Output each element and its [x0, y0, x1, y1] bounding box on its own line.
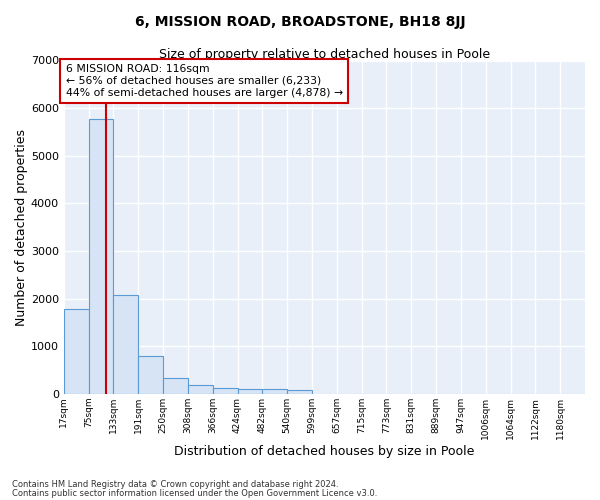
Bar	[138, 356, 163, 394]
Bar	[113, 295, 138, 394]
Bar	[287, 390, 312, 394]
Bar	[188, 385, 212, 394]
Bar	[262, 390, 287, 394]
X-axis label: Distribution of detached houses by size in Poole: Distribution of detached houses by size …	[174, 444, 475, 458]
Bar	[64, 309, 89, 394]
Bar	[212, 388, 238, 394]
Text: Contains HM Land Registry data © Crown copyright and database right 2024.: Contains HM Land Registry data © Crown c…	[12, 480, 338, 489]
Text: Contains public sector information licensed under the Open Government Licence v3: Contains public sector information licen…	[12, 488, 377, 498]
Bar	[163, 378, 188, 394]
Title: Size of property relative to detached houses in Poole: Size of property relative to detached ho…	[159, 48, 490, 60]
Text: 6 MISSION ROAD: 116sqm
← 56% of detached houses are smaller (6,233)
44% of semi-: 6 MISSION ROAD: 116sqm ← 56% of detached…	[66, 64, 343, 98]
Text: 6, MISSION ROAD, BROADSTONE, BH18 8JJ: 6, MISSION ROAD, BROADSTONE, BH18 8JJ	[134, 15, 466, 29]
Bar	[238, 389, 262, 394]
Bar	[89, 118, 113, 394]
Y-axis label: Number of detached properties: Number of detached properties	[15, 129, 28, 326]
